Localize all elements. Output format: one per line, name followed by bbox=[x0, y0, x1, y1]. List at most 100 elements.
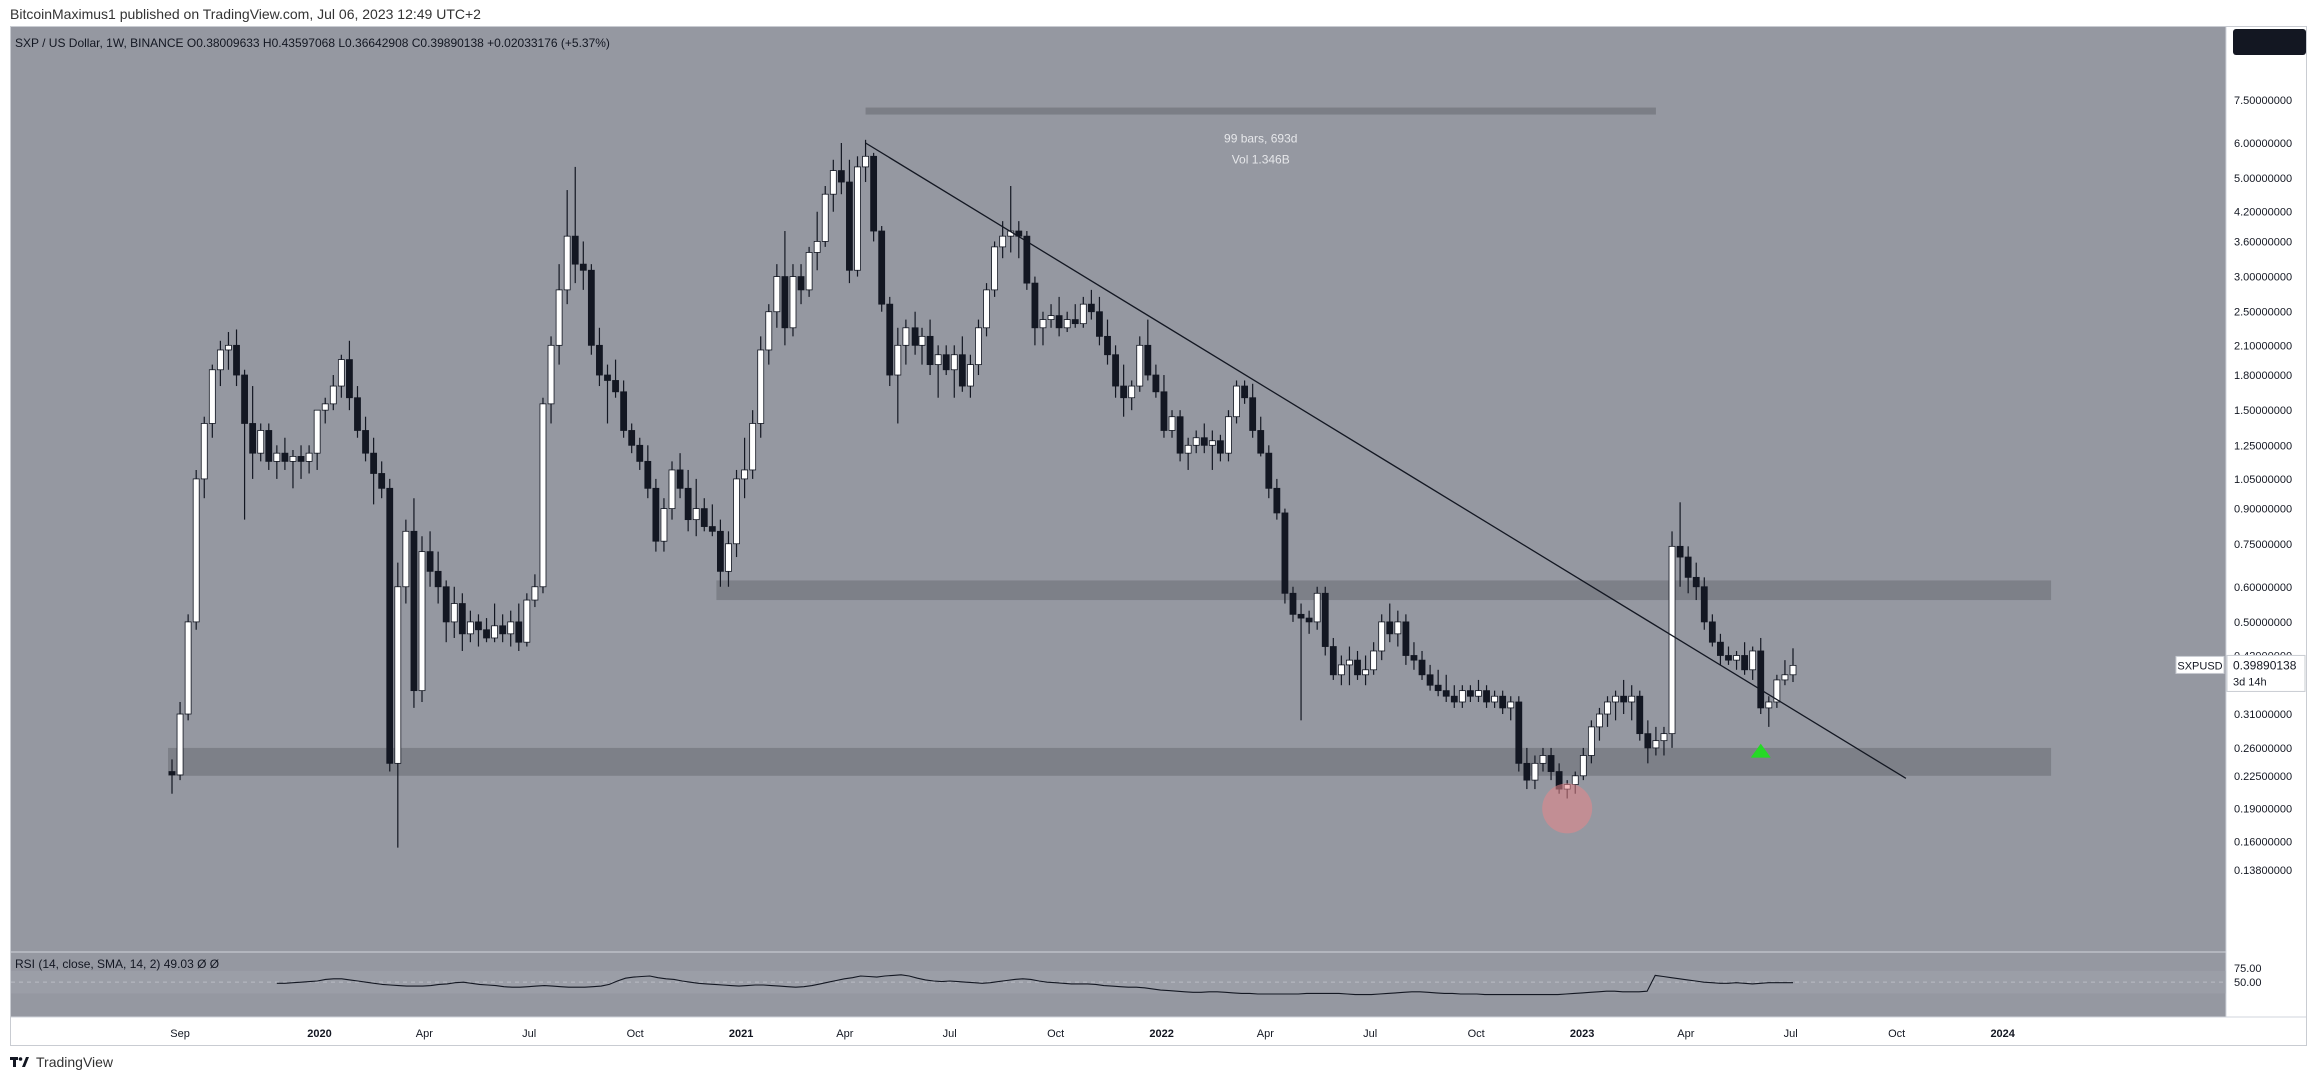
tradingview-logo-icon[interactable] bbox=[10, 1055, 30, 1069]
candle-body bbox=[1208, 440, 1216, 446]
candle-body bbox=[999, 235, 1007, 248]
time-tick-label: Apr bbox=[1257, 1028, 1274, 1040]
candle-body bbox=[1313, 592, 1321, 623]
candle-body bbox=[1281, 512, 1289, 594]
price-tick-label: 0.75000000 bbox=[2234, 539, 2292, 551]
candle-body bbox=[684, 487, 692, 521]
price-tick-label: 7.50000000 bbox=[2234, 95, 2292, 107]
candle-body bbox=[886, 303, 894, 376]
candle-body bbox=[1063, 319, 1071, 329]
candle-body bbox=[1217, 440, 1224, 454]
chart-frame[interactable]: 99 bars, 693d Vol 1.346B SXP / US Dollar, … bbox=[10, 26, 2307, 1046]
candle-body bbox=[587, 269, 595, 346]
candle-body bbox=[1539, 755, 1547, 764]
candle-body bbox=[1523, 762, 1531, 781]
candle-body bbox=[1741, 655, 1749, 671]
candle-body bbox=[837, 170, 845, 183]
candle-body bbox=[878, 230, 886, 305]
candle-body bbox=[1596, 713, 1603, 728]
candle-body bbox=[773, 276, 781, 313]
candle-body bbox=[636, 444, 644, 462]
candle-body bbox=[1362, 669, 1369, 676]
candle-body bbox=[1668, 545, 1676, 735]
candle-body bbox=[1604, 701, 1611, 715]
price-tick-label: 0.26000000 bbox=[2234, 743, 2292, 755]
time-tick-label: Oct bbox=[1888, 1028, 1905, 1040]
candle-body bbox=[797, 276, 805, 291]
candle-body bbox=[1200, 437, 1208, 446]
candle-body bbox=[1612, 695, 1619, 703]
candle-body bbox=[1112, 354, 1119, 387]
candle-body bbox=[523, 599, 531, 643]
last-price-tag bbox=[2226, 654, 2306, 692]
candle-body bbox=[1128, 385, 1136, 399]
candle-body bbox=[1386, 621, 1394, 635]
candle-body bbox=[579, 263, 587, 271]
price-tick-label: 0.16000000 bbox=[2234, 836, 2292, 848]
candle-body bbox=[450, 603, 458, 623]
candle-body bbox=[1321, 592, 1329, 647]
candle-body bbox=[1733, 655, 1740, 661]
candle-body bbox=[1458, 690, 1466, 703]
candle-body bbox=[483, 629, 490, 639]
candle-body bbox=[563, 235, 571, 291]
footer-brand[interactable]: TradingView bbox=[36, 1054, 114, 1070]
candle-body bbox=[1031, 282, 1039, 329]
candle-body bbox=[1587, 726, 1595, 756]
candle-body bbox=[1225, 416, 1232, 454]
candle-body bbox=[499, 625, 507, 635]
candle-body bbox=[1450, 695, 1458, 703]
time-tick-label: Jul bbox=[1784, 1028, 1798, 1040]
candle-body bbox=[1176, 416, 1184, 454]
candle-body bbox=[628, 430, 636, 446]
candle-body bbox=[1547, 755, 1555, 772]
candle-body bbox=[1676, 545, 1684, 558]
candle-body bbox=[821, 193, 829, 242]
candle-body bbox=[547, 344, 555, 405]
price-tick-label: 0.90000000 bbox=[2234, 504, 2292, 516]
time-tick-label: Apr bbox=[416, 1028, 433, 1040]
candle-body bbox=[1152, 374, 1160, 393]
candle-body bbox=[1273, 487, 1281, 514]
time-tick-label: Jul bbox=[943, 1028, 957, 1040]
candle-body bbox=[337, 359, 345, 387]
candlestick-chart[interactable]: 99 bars, 693d Vol 1.346B SXP / US Dollar, … bbox=[11, 27, 2306, 1045]
candle-body bbox=[1499, 695, 1507, 709]
highlight-circle-marker bbox=[1542, 783, 1593, 834]
price-tick-label: 1.50000000 bbox=[2234, 405, 2292, 417]
candle-body bbox=[894, 344, 902, 376]
price-tick-label: 0.13800000 bbox=[2234, 865, 2292, 877]
candle-body bbox=[329, 385, 337, 405]
price-tick-label: 0.50000000 bbox=[2234, 617, 2292, 629]
time-tick-label: Apr bbox=[836, 1028, 853, 1040]
candle-body bbox=[975, 327, 982, 366]
candle-body bbox=[733, 478, 740, 545]
candle-body bbox=[458, 603, 466, 635]
candle-body bbox=[1725, 655, 1732, 661]
candle-body bbox=[1378, 621, 1386, 652]
candle-body bbox=[1620, 695, 1628, 703]
candle-body bbox=[1289, 592, 1297, 615]
candle-body bbox=[1692, 576, 1700, 588]
candle-body bbox=[289, 456, 297, 462]
price-tick-label: 5.00000000 bbox=[2234, 173, 2292, 185]
candle-body bbox=[507, 621, 515, 635]
candle-body bbox=[1184, 444, 1192, 454]
candle-body bbox=[1055, 315, 1063, 329]
candle-body bbox=[716, 530, 724, 572]
candle-body bbox=[660, 508, 668, 542]
candle-body bbox=[1684, 556, 1692, 578]
green-triangle-marker bbox=[1750, 743, 1771, 758]
candle-body bbox=[596, 344, 603, 376]
price-pane bbox=[11, 27, 2226, 952]
rsi-tick-label: 75.00 bbox=[2234, 963, 2262, 975]
candle-body bbox=[757, 349, 765, 424]
candle-body bbox=[249, 423, 257, 454]
candle-body bbox=[354, 397, 361, 431]
candle-body bbox=[1717, 641, 1724, 656]
candle-body bbox=[1096, 311, 1103, 337]
candle-body bbox=[1467, 690, 1474, 697]
time-tick-label: 2021 bbox=[729, 1028, 753, 1040]
price-tick-label: 1.25000000 bbox=[2234, 440, 2292, 452]
candle-body bbox=[1636, 695, 1644, 735]
